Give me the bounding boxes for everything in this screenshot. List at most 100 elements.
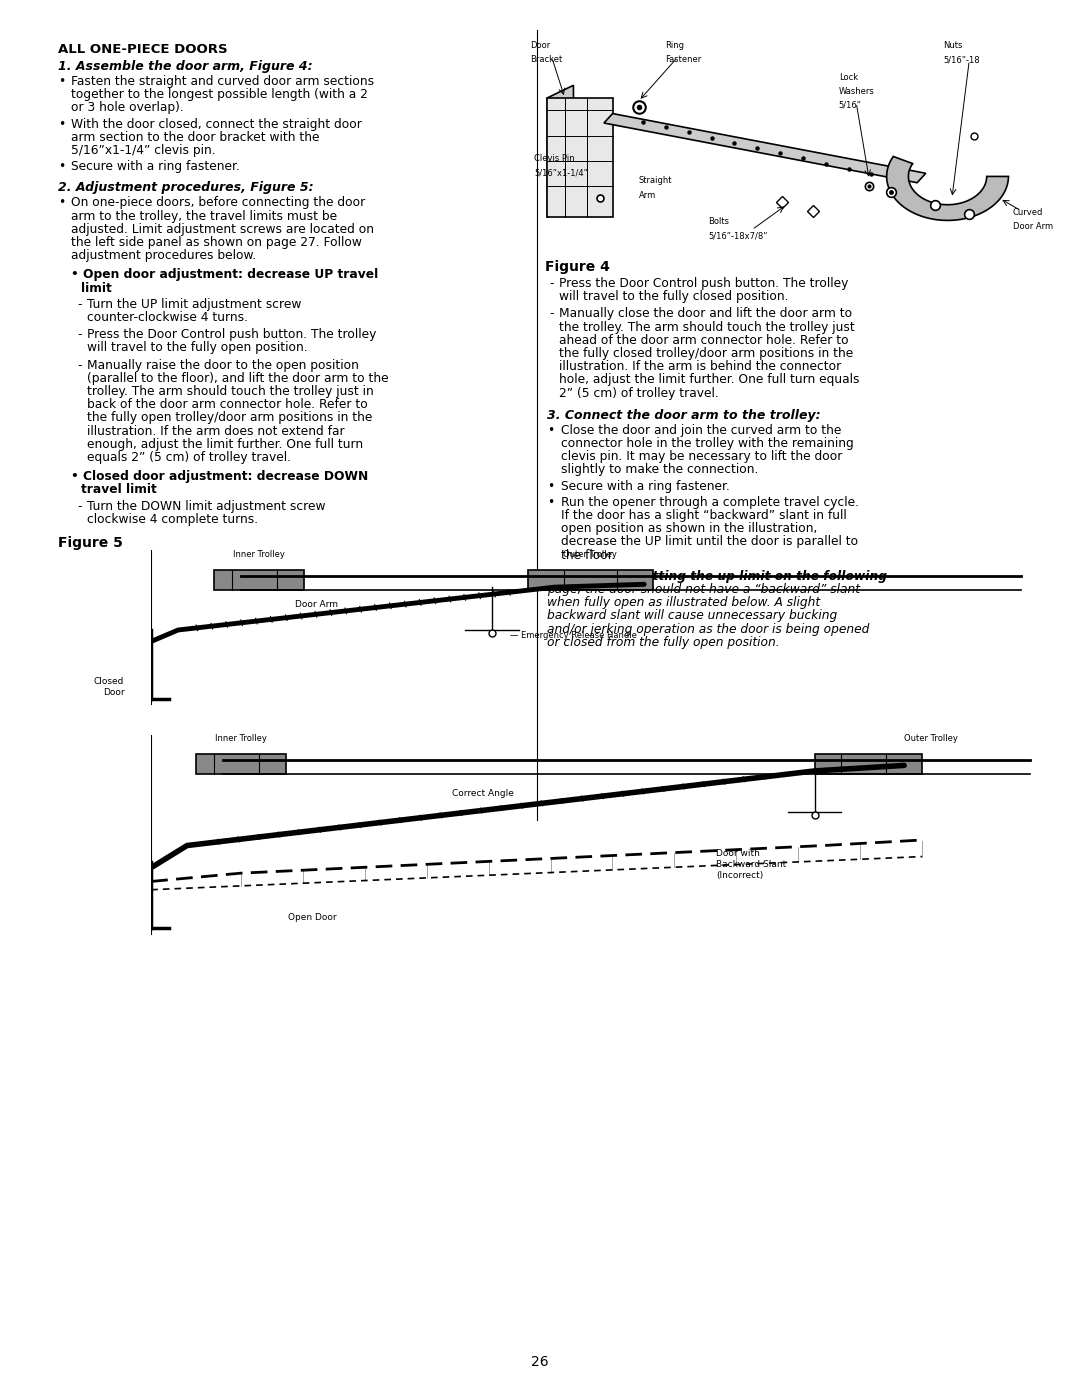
- Text: Correct Angle: Correct Angle: [451, 788, 514, 797]
- Text: 5/16”: 5/16”: [839, 100, 862, 110]
- Text: the floor.: the floor.: [561, 549, 616, 561]
- Text: connector hole in the trolley with the remaining: connector hole in the trolley with the r…: [561, 437, 854, 450]
- Text: 5/16”-18x7/8”: 5/16”-18x7/8”: [708, 231, 768, 241]
- Text: arm section to the door bracket with the: arm section to the door bracket with the: [71, 131, 320, 144]
- Text: Figure 5: Figure 5: [58, 536, 123, 550]
- Text: 3. Connect the door arm to the trolley:: 3. Connect the door arm to the trolley:: [546, 408, 821, 422]
- Text: slightly to make the connection.: slightly to make the connection.: [561, 463, 758, 476]
- Text: clockwise 4 complete turns.: clockwise 4 complete turns.: [87, 513, 258, 525]
- Text: • Closed door adjustment: decrease DOWN: • Closed door adjustment: decrease DOWN: [71, 470, 368, 483]
- Text: Fastener: Fastener: [665, 55, 701, 65]
- Text: backward slant will cause unnecessary bucking: backward slant will cause unnecessary bu…: [546, 609, 837, 623]
- Text: the left side panel as shown on page 27. Follow: the left side panel as shown on page 27.…: [71, 236, 362, 249]
- Text: •: •: [58, 118, 65, 131]
- Text: On one-piece doors, before connecting the door: On one-piece doors, before connecting th…: [71, 197, 365, 209]
- Text: together to the longest possible length (with a 2: together to the longest possible length …: [71, 88, 368, 102]
- Text: • Open door adjustment: decrease UP travel: • Open door adjustment: decrease UP trav…: [71, 268, 378, 282]
- Text: -: -: [77, 359, 81, 371]
- Text: 5/16”-18: 5/16”-18: [943, 55, 980, 65]
- Text: Secure with a ring fastener.: Secure with a ring fastener.: [71, 161, 240, 173]
- Text: -: -: [549, 308, 554, 320]
- Text: Turn the UP limit adjustment screw: Turn the UP limit adjustment screw: [87, 298, 301, 311]
- Text: Ring: Ring: [665, 41, 684, 51]
- Text: 2” (5 cm) of trolley travel.: 2” (5 cm) of trolley travel.: [559, 386, 719, 400]
- Text: •: •: [58, 197, 65, 209]
- Text: 2. Adjustment procedures, Figure 5:: 2. Adjustment procedures, Figure 5:: [58, 182, 313, 194]
- Text: Manually close the door and lift the door arm to: Manually close the door and lift the doo…: [559, 308, 852, 320]
- Text: travel limit: travel limit: [81, 484, 157, 496]
- Text: Figure 4: Figure 4: [545, 260, 610, 274]
- Text: Door Arm: Door Arm: [295, 600, 338, 609]
- Text: open position as shown in the illustration,: open position as shown in the illustrati…: [561, 522, 818, 535]
- Bar: [214, 571, 303, 590]
- Text: Door: Door: [530, 41, 550, 51]
- Text: Fasten the straight and curved door arm sections: Fasten the straight and curved door arm …: [71, 76, 374, 88]
- Polygon shape: [604, 114, 926, 183]
- Text: illustration. If the arm is behind the connector: illustration. If the arm is behind the c…: [559, 360, 841, 373]
- Text: or 3 hole overlap).: or 3 hole overlap).: [71, 102, 184, 114]
- Text: •: •: [58, 161, 65, 173]
- Text: and/or jerking operation as the door is being opened: and/or jerking operation as the door is …: [546, 623, 869, 635]
- Text: (Incorrect): (Incorrect): [716, 872, 764, 880]
- Text: •: •: [546, 496, 554, 509]
- Text: Washers: Washers: [839, 87, 875, 96]
- Text: -: -: [77, 499, 81, 513]
- Text: trolley. The arm should touch the trolley just in: trolley. The arm should touch the trolle…: [87, 385, 374, 397]
- Text: Straight: Straight: [638, 176, 672, 186]
- Text: -: -: [77, 329, 81, 341]
- Text: clevis pin. It may be necessary to lift the door: clevis pin. It may be necessary to lift …: [561, 450, 842, 463]
- Text: Open Door: Open Door: [288, 913, 337, 921]
- Text: equals 2” (5 cm) of trolley travel.: equals 2” (5 cm) of trolley travel.: [87, 451, 291, 463]
- Text: Nuts: Nuts: [943, 41, 962, 51]
- Text: the trolley. The arm should touch the trolley just: the trolley. The arm should touch the tr…: [559, 320, 854, 334]
- Text: enough, adjust the limit further. One full turn: enough, adjust the limit further. One fu…: [87, 437, 363, 451]
- Text: (parallel to the floor), and lift the door arm to the: (parallel to the floor), and lift the do…: [87, 371, 389, 385]
- Text: adjustment procedures below.: adjustment procedures below.: [71, 249, 256, 263]
- Text: Close the door and join the curved arm to the: Close the door and join the curved arm t…: [561, 424, 841, 437]
- Text: With the door closed, connect the straight door: With the door closed, connect the straig…: [71, 118, 362, 131]
- Text: Press the Door Control push button. The trolley: Press the Door Control push button. The …: [87, 329, 376, 341]
- Text: Run the opener through a complete travel cycle.: Run the opener through a complete travel…: [561, 496, 859, 509]
- Text: Manually raise the door to the open position: Manually raise the door to the open posi…: [87, 359, 359, 371]
- Text: Bolts: Bolts: [708, 217, 729, 227]
- Text: or closed from the fully open position.: or closed from the fully open position.: [546, 635, 780, 649]
- Text: Door with: Door with: [716, 850, 760, 858]
- Text: Arm: Arm: [638, 191, 656, 199]
- Text: If the door has a slight “backward” slant in full: If the door has a slight “backward” slan…: [561, 509, 847, 522]
- Text: limit: limit: [81, 282, 111, 294]
- Text: Inner Trolley: Inner Trolley: [233, 550, 285, 558]
- Text: decrease the UP limit until the door is parallel to: decrease the UP limit until the door is …: [561, 535, 859, 549]
- Text: ahead of the door arm connector hole. Refer to: ahead of the door arm connector hole. Re…: [559, 334, 849, 346]
- Polygon shape: [887, 157, 1009, 220]
- Text: Outer Trolley: Outer Trolley: [564, 550, 618, 558]
- Text: will travel to the fully open position.: will travel to the fully open position.: [87, 341, 308, 355]
- Text: Outer Trolley: Outer Trolley: [904, 734, 958, 744]
- Bar: [528, 571, 653, 590]
- Text: Door: Door: [103, 689, 124, 697]
- Text: Inner Trolley: Inner Trolley: [215, 734, 267, 744]
- Text: Clevis Pin: Clevis Pin: [535, 154, 575, 164]
- Text: 26: 26: [531, 1354, 549, 1370]
- Bar: [814, 755, 922, 774]
- Polygon shape: [548, 85, 573, 217]
- Text: 5/16”x1-1/4”: 5/16”x1-1/4”: [535, 169, 589, 177]
- Text: Curved: Curved: [1013, 208, 1043, 217]
- Bar: [197, 755, 285, 774]
- Text: — Emergency Release Handle: — Emergency Release Handle: [510, 631, 636, 641]
- Text: •: •: [58, 76, 65, 88]
- Text: -: -: [549, 276, 554, 290]
- Text: arm to the trolley, the travel limits must be: arm to the trolley, the travel limits mu…: [71, 209, 337, 223]
- Text: when fully open as illustrated below. A slight: when fully open as illustrated below. A …: [546, 597, 820, 609]
- Text: ALL ONE-PIECE DOORS: ALL ONE-PIECE DOORS: [58, 43, 228, 56]
- Text: Turn the DOWN limit adjustment screw: Turn the DOWN limit adjustment screw: [87, 499, 325, 513]
- Text: Secure with a ring fastener.: Secure with a ring fastener.: [561, 480, 730, 492]
- Text: Closed: Closed: [94, 676, 124, 686]
- Text: -: -: [77, 298, 81, 311]
- Text: 5/16”x1-1/4” clevis pin.: 5/16”x1-1/4” clevis pin.: [71, 144, 216, 157]
- Text: Lock: Lock: [839, 73, 858, 81]
- Text: counter-clockwise 4 turns.: counter-clockwise 4 turns.: [87, 311, 248, 324]
- Text: Door Arm: Door Arm: [1013, 221, 1053, 231]
- Text: Bracket: Bracket: [530, 55, 563, 65]
- Text: page, the door should not have a “backward” slant: page, the door should not have a “backwa…: [546, 583, 860, 595]
- Text: adjusted. Limit adjustment screws are located on: adjusted. Limit adjustment screws are lo…: [71, 223, 374, 235]
